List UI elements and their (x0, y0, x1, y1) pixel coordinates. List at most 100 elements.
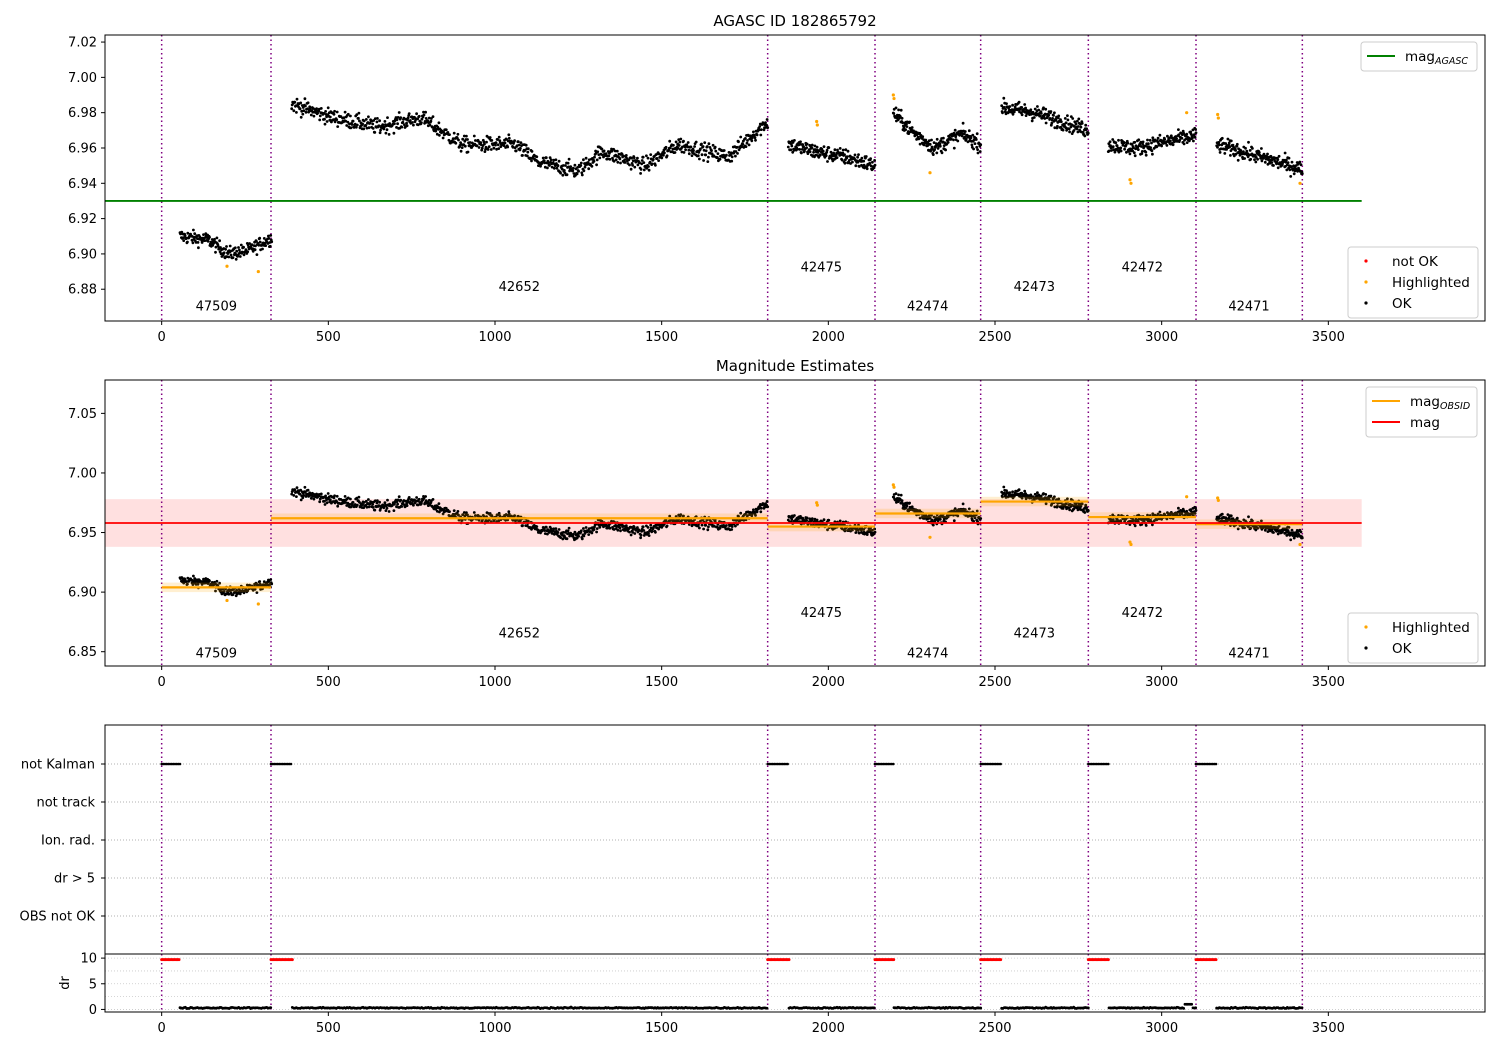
data-point (596, 150, 600, 154)
data-point (1158, 510, 1162, 514)
data-point (654, 530, 657, 534)
data-point (1038, 114, 1042, 118)
legend-box (1360, 41, 1478, 72)
data-point (292, 494, 296, 497)
x-tick-label: 3000 (1145, 675, 1178, 690)
data-point (1002, 485, 1006, 489)
data-point (642, 168, 646, 172)
data-point (684, 148, 687, 152)
dr-high-point (787, 958, 791, 962)
data-point (1148, 138, 1152, 142)
data-point (267, 580, 271, 583)
data-point (1123, 147, 1126, 151)
data-point (632, 156, 636, 160)
data-point (1153, 138, 1157, 142)
data-point (371, 506, 375, 509)
data-point (587, 167, 591, 171)
data-point (737, 140, 740, 144)
data-point (629, 533, 633, 537)
data-point (582, 169, 586, 173)
data-point (544, 156, 548, 160)
data-point (343, 495, 347, 498)
data-point (365, 505, 369, 509)
data-point (651, 158, 655, 161)
data-point (400, 125, 404, 129)
data-point (1245, 149, 1249, 153)
x-tick-label: 3500 (1312, 330, 1345, 345)
data-point (617, 152, 621, 156)
highlighted-point (891, 93, 895, 97)
data-point (1189, 130, 1193, 134)
data-point (815, 145, 819, 149)
data-point (1192, 139, 1195, 143)
data-point (324, 110, 327, 113)
data-point (231, 256, 235, 259)
data-point (716, 156, 719, 159)
data-point (826, 528, 829, 532)
data-point (290, 492, 294, 496)
data-point (394, 116, 398, 119)
data-point (306, 488, 310, 492)
data-point (862, 163, 866, 167)
data-point (698, 157, 701, 161)
dr-high-point (290, 958, 294, 962)
data-point (1163, 513, 1167, 517)
data-point (242, 253, 246, 257)
data-point (430, 117, 433, 120)
data-point (641, 525, 645, 529)
data-point (790, 144, 794, 148)
data-point (927, 514, 931, 518)
data-point (238, 248, 241, 252)
data-point (1285, 158, 1288, 162)
data-point (1181, 129, 1185, 133)
data-point (206, 239, 210, 243)
data-point (448, 133, 451, 137)
data-point (1056, 504, 1059, 508)
data-point (664, 518, 668, 522)
data-point (1086, 509, 1090, 513)
data-point (822, 145, 826, 149)
data-point (682, 139, 685, 143)
data-point (805, 146, 808, 150)
data-point (668, 139, 672, 143)
data-point (1011, 112, 1015, 116)
data-point (349, 114, 352, 118)
data-point (931, 153, 935, 157)
data-point (1234, 152, 1238, 156)
data-point (657, 527, 660, 531)
data-point (483, 142, 486, 146)
data-point (1229, 154, 1232, 157)
data-point (385, 506, 389, 510)
data-point (822, 518, 826, 522)
data-point (757, 507, 761, 510)
data-point (475, 144, 479, 148)
data-point (543, 165, 547, 169)
data-point (1032, 116, 1036, 119)
data-point (810, 517, 814, 520)
data-point (640, 162, 644, 166)
data-point (192, 574, 195, 578)
data-point (562, 169, 566, 172)
data-point (843, 161, 847, 165)
data-point (357, 111, 361, 115)
data-point (408, 119, 412, 122)
data-point (268, 244, 272, 248)
data-point (708, 146, 712, 149)
data-point (483, 150, 487, 154)
data-point (233, 246, 237, 250)
data-point (325, 120, 329, 123)
data-point (378, 131, 382, 135)
data-point (466, 138, 469, 141)
data-point (706, 160, 710, 164)
highlighted-point (1185, 495, 1189, 499)
data-point (459, 149, 463, 153)
data-point (420, 117, 424, 121)
data-point (590, 164, 594, 168)
data-point (821, 149, 825, 153)
data-point (255, 253, 259, 256)
data-point (465, 511, 468, 514)
data-point (1151, 152, 1154, 156)
y-tick-label: 7.00 (68, 71, 97, 86)
data-point (231, 593, 235, 596)
data-point (575, 172, 579, 176)
